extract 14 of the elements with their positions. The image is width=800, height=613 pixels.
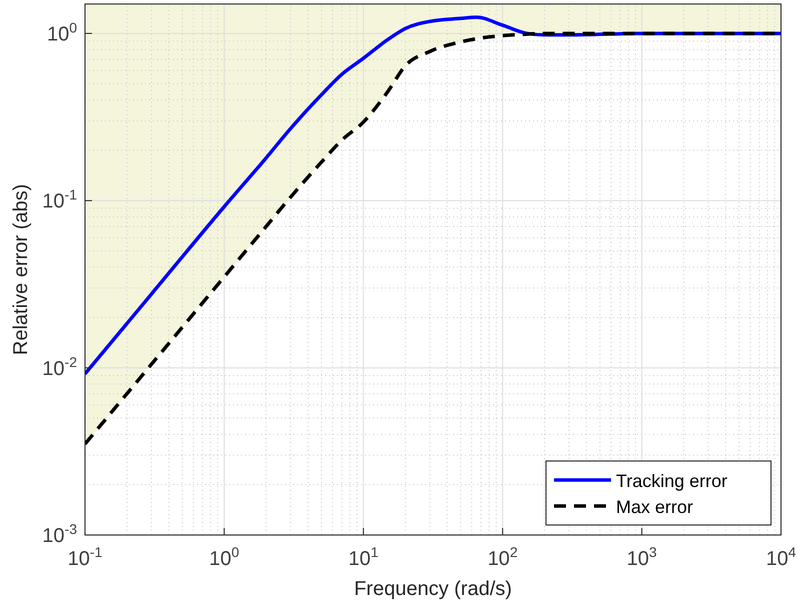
x-tick-label: 10$^{1}$	[348, 544, 379, 570]
y-tick-label: 10$^{-1}$	[42, 186, 78, 213]
x-tick-label: 10$^{0}$	[209, 544, 240, 570]
x-tick-label: 10$^{2}$	[488, 544, 518, 570]
y-axis-title: Relative error (abs)	[10, 184, 32, 356]
x-tick-label: 10$^{-1}$	[68, 544, 103, 570]
x-tick-label: 10$^{4}$	[766, 544, 796, 570]
x-axis-title: Frequency (rad/s)	[354, 578, 512, 600]
y-tick-label: 10$^{-3}$	[42, 521, 78, 547]
legend-label: Tracking error	[616, 471, 728, 491]
legend-label: Max error	[616, 497, 694, 517]
y-tick-label: 10$^{0}$	[46, 19, 78, 46]
x-tick-label: 10$^{3}$	[626, 544, 658, 570]
y-tick-label: 10$^{-2}$	[42, 354, 78, 380]
